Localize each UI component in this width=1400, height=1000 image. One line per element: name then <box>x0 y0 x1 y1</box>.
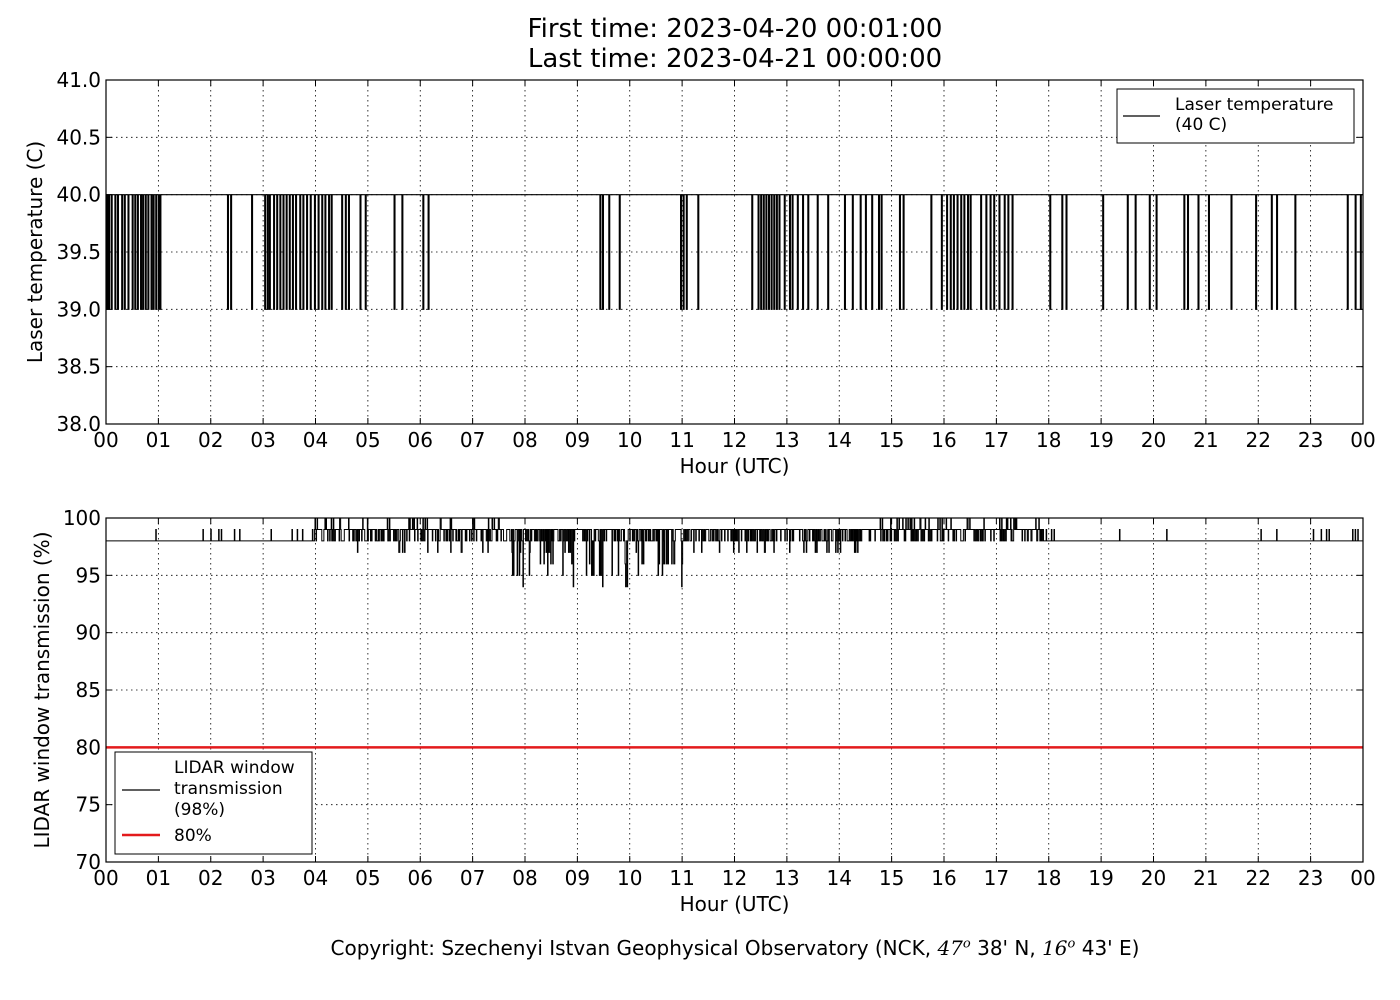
x-tick-label: 03 <box>250 866 275 890</box>
x-tick-label: 18 <box>1036 866 1061 890</box>
legend-label-lidar-transmission: LIDAR window <box>174 758 295 778</box>
chart-title: First time: 2023-04-20 00:01:00 Last tim… <box>0 14 1400 74</box>
latitude-degrees: 47 <box>937 936 963 960</box>
y-tick-label: 85 <box>76 678 101 702</box>
x-tick-label: 17 <box>984 428 1009 452</box>
x-tick-label: 00 <box>1350 866 1375 890</box>
x-tick-label: 08 <box>512 428 537 452</box>
x-tick-label: 21 <box>1193 866 1218 890</box>
x-tick-label: 20 <box>1141 866 1166 890</box>
y-tick-label: 40.5 <box>56 125 101 149</box>
title-first-time: First time: 2023-04-20 00:01:00 <box>527 14 943 44</box>
x-tick-label: 05 <box>355 866 380 890</box>
x-tick-label: 07 <box>460 428 485 452</box>
x-tick-label: 06 <box>408 428 433 452</box>
x-tick-label: 23 <box>1298 866 1323 890</box>
y-axis-label: Laser temperature (C) <box>23 141 47 363</box>
x-tick-label: 04 <box>303 866 328 890</box>
x-tick-label: 23 <box>1298 428 1323 452</box>
x-axis-label: Hour (UTC) <box>680 892 790 916</box>
x-tick-label: 00 <box>1350 428 1375 452</box>
x-axis-label: Hour (UTC) <box>680 454 790 478</box>
x-tick-label: 17 <box>984 866 1009 890</box>
y-tick-label: 38.5 <box>56 355 101 379</box>
legend-box <box>114 751 313 855</box>
x-tick-label: 13 <box>774 428 799 452</box>
x-tick-label: 07 <box>460 866 485 890</box>
series-line-lidar-transmission <box>106 517 1363 588</box>
x-tick-label: 22 <box>1246 428 1271 452</box>
x-tick-label: 13 <box>774 866 799 890</box>
longitude-degrees: 16 <box>1042 936 1068 960</box>
plot-frame <box>105 79 1364 425</box>
y-tick-label: 41.0 <box>56 68 101 92</box>
x-tick-label: 03 <box>250 428 275 452</box>
y-tick-label: 75 <box>76 793 101 817</box>
x-tick-label: 00 <box>93 428 118 452</box>
copyright-prefix: Copyright: Szechenyi Istvan Geophysical … <box>330 936 938 960</box>
x-tick-label: 05 <box>355 428 380 452</box>
y-tick-label: 70 <box>76 850 101 874</box>
legend: Laser temperature(40 C) <box>1116 88 1355 144</box>
y-tick-label: 95 <box>76 563 101 587</box>
y-tick-label: 38.0 <box>56 412 101 436</box>
chart-panel-1: 00 01 02 03 04 05 06 07 08 09 10 11 12 13 14 15 16 17 18 19… <box>23 68 1376 478</box>
copyright-footer: Copyright: Szechenyi Istvan Geophysical … <box>330 936 1140 960</box>
x-tick-label: 21 <box>1193 428 1218 452</box>
x-tick-label: 20 <box>1141 428 1166 452</box>
x-tick-label: 15 <box>879 428 904 452</box>
x-tick-label: 22 <box>1246 866 1271 890</box>
x-tick-label: 02 <box>198 428 223 452</box>
x-tick-label: 10 <box>617 428 642 452</box>
x-tick-label: 14 <box>827 428 852 452</box>
y-tick-label: 39.5 <box>56 240 101 264</box>
x-tick-label: 02 <box>198 866 223 890</box>
longitude-minutes: 43' E) <box>1075 936 1140 960</box>
x-tick-label: 12 <box>722 866 747 890</box>
x-tick-label: 11 <box>669 428 694 452</box>
x-tick-label: 19 <box>1088 866 1113 890</box>
x-tick-label: 00 <box>93 866 118 890</box>
y-tick-label: 90 <box>76 621 101 645</box>
legend-label-lidar-transmission: (98%) <box>174 800 225 820</box>
x-tick-label: 09 <box>565 866 590 890</box>
x-tick-label: 16 <box>931 866 956 890</box>
x-tick-label: 08 <box>512 866 537 890</box>
series-line-laser-temperature <box>106 194 1363 310</box>
chart-panel-2: 00 01 02 03 04 05 06 07 08 09 10 11 12 13 14 15 16 17 18 19… <box>30 506 1376 916</box>
plot-frame <box>105 517 1364 863</box>
y-axis-label: LIDAR window transmission (%) <box>30 532 54 849</box>
y-tick-label: 100 <box>63 506 101 530</box>
x-tick-label: 14 <box>827 866 852 890</box>
x-tick-label: 10 <box>617 866 642 890</box>
legend-label-laser-temperature: (40 C) <box>1175 115 1227 135</box>
legend-label-lidar-transmission: transmission <box>174 779 283 799</box>
title-last-time: Last time: 2023-04-21 00:00:00 <box>527 44 943 74</box>
x-tick-label: 09 <box>565 428 590 452</box>
x-tick-label: 01 <box>146 866 171 890</box>
x-tick-label: 11 <box>669 866 694 890</box>
x-tick-label: 01 <box>146 428 171 452</box>
x-tick-label: 18 <box>1036 428 1061 452</box>
legend-label-80: 80% <box>174 826 212 846</box>
x-tick-label: 16 <box>931 428 956 452</box>
x-tick-label: 12 <box>722 428 747 452</box>
x-tick-label: 04 <box>303 428 328 452</box>
x-tick-label: 15 <box>879 866 904 890</box>
y-tick-label: 39.0 <box>56 297 101 321</box>
y-tick-label: 40.0 <box>56 183 101 207</box>
y-tick-label: 80 <box>76 735 101 759</box>
latitude-minutes: 38' N, <box>970 936 1043 960</box>
x-tick-label: 06 <box>408 866 433 890</box>
x-tick-label: 19 <box>1088 428 1113 452</box>
legend-label-laser-temperature: Laser temperature <box>1175 95 1333 115</box>
